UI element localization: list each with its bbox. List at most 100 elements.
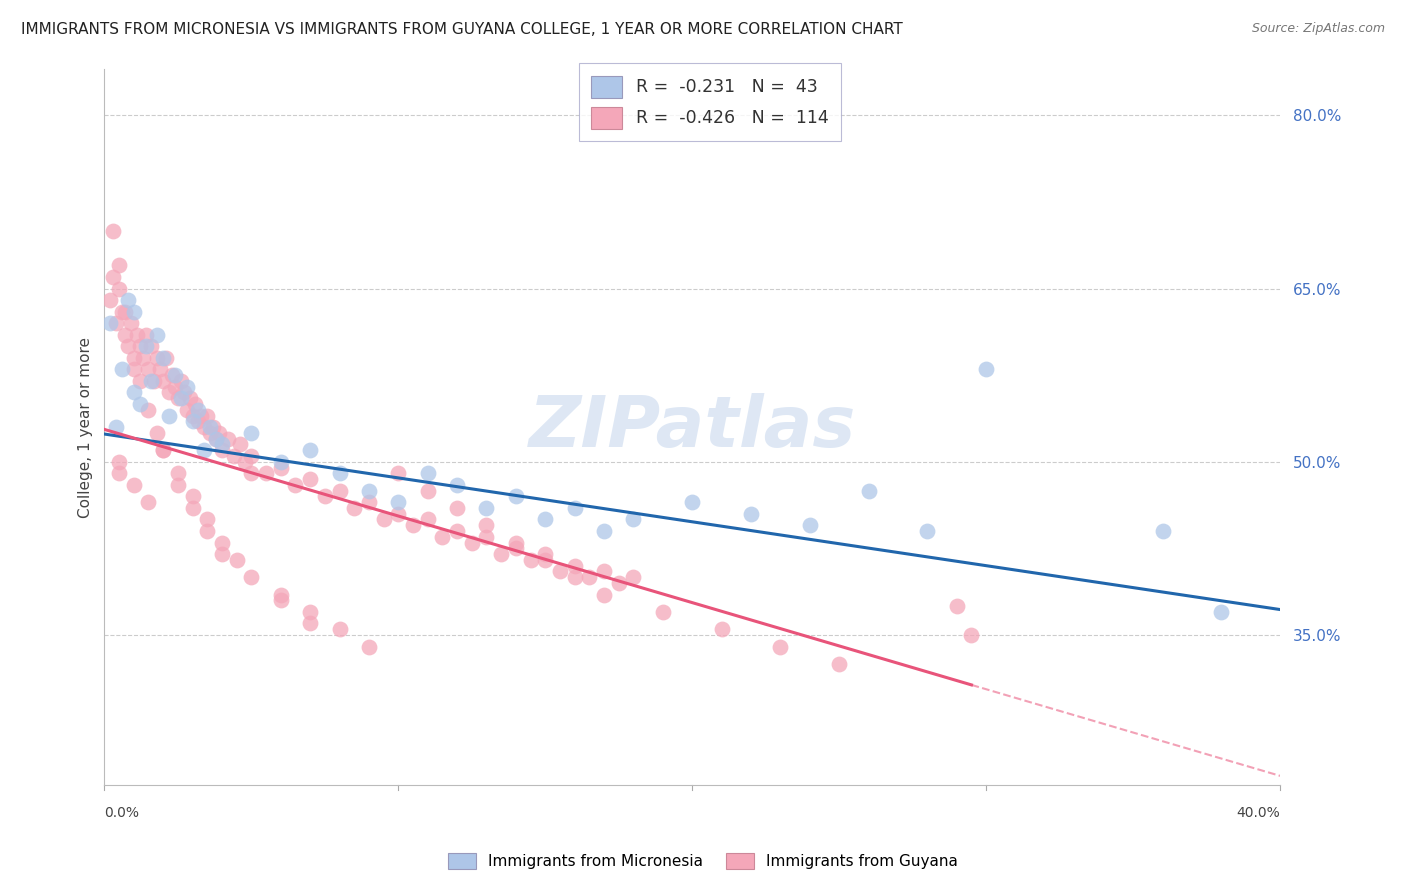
Point [461, 535, 484, 549]
Point [1152, 524, 1174, 538]
Point [828, 657, 851, 671]
Point [170, 391, 193, 405]
Point [974, 362, 997, 376]
Point [111, 362, 134, 376]
Point [357, 495, 380, 509]
Point [141, 339, 163, 353]
Point [176, 379, 198, 393]
Point [299, 443, 322, 458]
Point [254, 467, 277, 481]
Point [167, 467, 190, 481]
Text: Source: ZipAtlas.com: Source: ZipAtlas.com [1251, 22, 1385, 36]
Point [103, 224, 125, 238]
Point [205, 432, 228, 446]
Text: 40.0%: 40.0% [1236, 805, 1279, 820]
Point [270, 588, 292, 602]
Point [623, 570, 645, 584]
Point [917, 524, 939, 538]
Point [387, 507, 409, 521]
Point [623, 512, 645, 526]
Point [211, 535, 233, 549]
Point [373, 512, 395, 526]
Point [135, 339, 157, 353]
Point [299, 605, 322, 619]
Point [505, 535, 527, 549]
Point [651, 605, 673, 619]
Point [740, 507, 762, 521]
Point [187, 414, 209, 428]
Point [173, 385, 195, 400]
Point [416, 483, 439, 498]
Point [128, 397, 150, 411]
Point [534, 547, 557, 561]
Point [179, 391, 201, 405]
Point [163, 368, 186, 383]
Point [270, 460, 292, 475]
Point [475, 500, 498, 515]
Point [202, 420, 225, 434]
Point [208, 425, 231, 440]
Point [141, 374, 163, 388]
Point [607, 576, 630, 591]
Text: ZIPatlas: ZIPatlas [529, 392, 856, 461]
Point [167, 391, 190, 405]
Text: IMMIGRANTS FROM MICRONESIA VS IMMIGRANTS FROM GUYANA COLLEGE, 1 YEAR OR MORE COR: IMMIGRANTS FROM MICRONESIA VS IMMIGRANTS… [21, 22, 903, 37]
Point [160, 368, 183, 383]
Point [163, 379, 186, 393]
Point [195, 524, 218, 538]
Point [681, 495, 703, 509]
Point [270, 455, 292, 469]
Point [122, 304, 145, 318]
Point [299, 616, 322, 631]
Point [195, 512, 218, 526]
Point [117, 293, 139, 307]
Point [152, 351, 174, 365]
Point [299, 472, 322, 486]
Point [122, 362, 145, 376]
Point [103, 270, 125, 285]
Point [205, 432, 228, 446]
Point [170, 374, 193, 388]
Point [190, 409, 212, 423]
Point [534, 553, 557, 567]
Point [181, 500, 204, 515]
Point [98, 293, 121, 307]
Point [117, 339, 139, 353]
Point [108, 467, 131, 481]
Point [945, 599, 967, 613]
Point [328, 467, 350, 481]
Point [138, 402, 160, 417]
Point [198, 420, 221, 434]
Point [128, 339, 150, 353]
Point [146, 425, 169, 440]
Point [187, 402, 209, 417]
Point [240, 449, 263, 463]
Point [131, 351, 153, 365]
Point [475, 530, 498, 544]
Point [108, 259, 131, 273]
Point [505, 541, 527, 556]
Legend: Immigrants from Micronesia, Immigrants from Guyana: Immigrants from Micronesia, Immigrants f… [443, 847, 963, 875]
Point [475, 518, 498, 533]
Point [114, 304, 136, 318]
Point [176, 402, 198, 417]
Point [105, 316, 128, 330]
Point [225, 553, 247, 567]
Point [240, 570, 263, 584]
Point [519, 553, 541, 567]
Point [152, 374, 174, 388]
Point [564, 558, 586, 573]
Point [328, 483, 350, 498]
Point [125, 327, 148, 342]
Point [548, 565, 571, 579]
Point [446, 478, 468, 492]
Point [799, 518, 821, 533]
Point [149, 362, 172, 376]
Point [314, 489, 336, 503]
Point [328, 622, 350, 636]
Point [122, 478, 145, 492]
Y-axis label: College, 1 year or more: College, 1 year or more [79, 336, 93, 517]
Point [122, 385, 145, 400]
Point [710, 622, 733, 636]
Point [105, 420, 128, 434]
